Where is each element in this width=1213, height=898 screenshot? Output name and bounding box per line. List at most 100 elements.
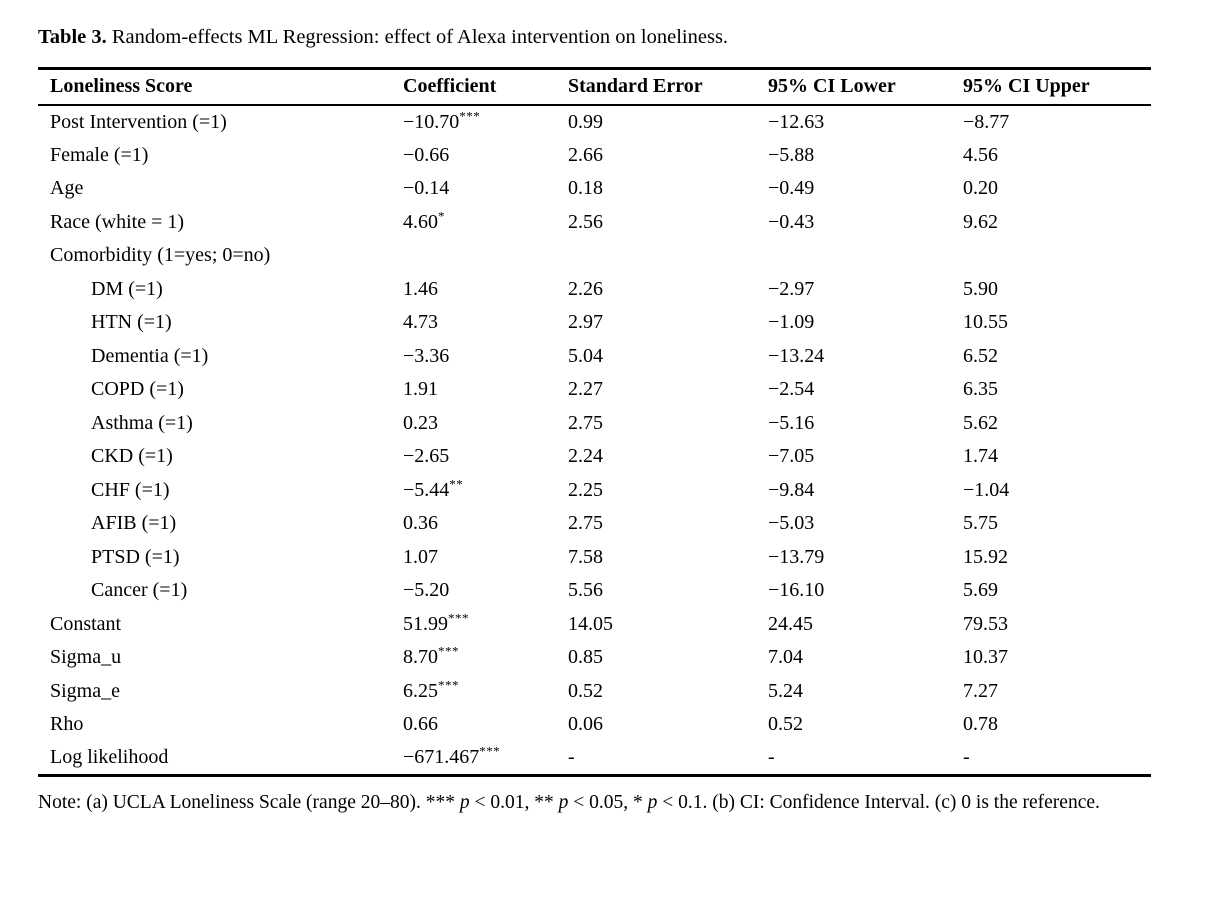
row-label-cell: Race (white = 1) (50, 210, 185, 233)
table-row: Asthma (=1) 0.23 2.75 −5.16 5.62 (38, 407, 1151, 441)
table-row: Race (white = 1) 4.60* 2.56 −0.43 9.62 (38, 206, 1151, 240)
ci-upper-cell: −8.77 (963, 110, 1010, 133)
table-row: AFIB (=1) 0.36 2.75 −5.03 5.75 (38, 507, 1151, 541)
regression-table: Loneliness Score Coefficient Standard Er… (38, 67, 1151, 777)
standard-error-cell: 5.56 (568, 579, 603, 602)
coefficient-cell: 1.07 (403, 545, 438, 568)
ci-lower-cell: −9.84 (768, 478, 815, 501)
row-label-cell: AFIB (=1) (91, 512, 177, 535)
table-row: Sigma_e 6.25*** 0.52 5.24 7.27 (38, 675, 1151, 709)
significance-stars: *** (459, 108, 481, 124)
table-row: Rho 0.66 0.06 0.52 0.78 (38, 708, 1151, 742)
table-row: COPD (=1) 1.91 2.27 −2.54 6.35 (38, 373, 1151, 407)
coefficient-cell: −0.14 (403, 177, 450, 200)
coefficient-cell (391, 239, 556, 273)
ci-upper-cell: - (963, 746, 970, 769)
ci-lower-cell: −13.24 (768, 344, 825, 367)
ci-lower-cell: −5.88 (768, 143, 815, 166)
coefficient-cell: 6.25*** (403, 677, 459, 702)
coefficient-cell: 4.73 (403, 311, 438, 334)
note-text: < 0.01, ** (469, 791, 559, 813)
row-label-cell: Cancer (=1) (91, 579, 188, 602)
row-label-cell: Sigma_u (50, 646, 122, 669)
ci-upper-cell: 5.69 (963, 579, 998, 602)
table-row: DM (=1) 1.46 2.26 −2.97 5.90 (38, 273, 1151, 307)
standard-error-cell (556, 239, 756, 273)
row-label-cell: HTN (=1) (91, 311, 172, 334)
coefficient-cell: −0.66 (403, 143, 450, 166)
header-loneliness-score: Loneliness Score (50, 75, 193, 98)
table-row: PTSD (=1) 1.07 7.58 −13.79 15.92 (38, 541, 1151, 575)
table-row: Post Intervention (=1) −10.70*** 0.99 −12.6… (38, 105, 1151, 139)
standard-error-cell: 2.75 (568, 512, 603, 535)
standard-error-cell: - (568, 746, 575, 769)
standard-error-cell: 2.75 (568, 411, 603, 434)
table-row: HTN (=1) 4.73 2.97 −1.09 10.55 (38, 306, 1151, 340)
coefficient-cell: −5.44** (403, 476, 464, 501)
table-row: CKD (=1) −2.65 2.24 −7.05 1.74 (38, 440, 1151, 474)
ci-lower-cell: −12.63 (768, 110, 825, 133)
coefficient-cell: −671.467*** (403, 743, 501, 769)
standard-error-cell: 14.05 (568, 612, 613, 635)
row-label-cell: Female (=1) (50, 143, 149, 166)
significance-stars: *** (448, 610, 469, 626)
coefficient-cell: −5.20 (403, 579, 450, 602)
table-row: CHF (=1) −5.44** 2.25 −9.84 −1.04 (38, 474, 1151, 508)
standard-error-cell: 2.27 (568, 378, 603, 401)
note-text: < 0.1. (b) CI: Confidence Interval. (c) … (657, 791, 1100, 813)
row-label-cell: DM (=1) (91, 277, 163, 300)
ci-lower-cell: −0.43 (768, 210, 815, 233)
standard-error-cell: 0.18 (568, 177, 603, 200)
coefficient-cell: −2.65 (403, 445, 450, 468)
ci-lower-cell: −5.16 (768, 411, 815, 434)
coefficient-cell: −3.36 (403, 344, 450, 367)
ci-lower-cell: −2.54 (768, 378, 815, 401)
ci-upper-cell: 10.37 (963, 646, 1008, 669)
coefficient-cell: 0.36 (403, 512, 438, 535)
table-row: Constant 51.99*** 14.05 24.45 79.53 (38, 608, 1151, 642)
table-row: Age −0.14 0.18 −0.49 0.20 (38, 172, 1151, 206)
header-ci-upper: 95% CI Upper (963, 75, 1090, 98)
standard-error-cell: 2.26 (568, 277, 603, 300)
standard-error-cell: 2.24 (568, 445, 603, 468)
standard-error-cell: 0.06 (568, 713, 603, 736)
significance-stars: *** (479, 743, 501, 759)
ci-upper-cell: 7.27 (963, 679, 998, 702)
table-row: Dementia (=1) −3.36 5.04 −13.24 6.52 (38, 340, 1151, 374)
ci-lower-cell: −13.79 (768, 545, 825, 568)
row-label-cell: Rho (50, 713, 84, 736)
table-body: Post Intervention (=1) −10.70*** 0.99 −12.6… (38, 105, 1151, 776)
ci-upper-cell: 5.62 (963, 411, 998, 434)
ci-lower-cell: 5.24 (768, 679, 803, 702)
row-label-cell: Constant (50, 612, 122, 635)
ci-lower-cell: −16.10 (768, 579, 825, 602)
standard-error-cell: 2.97 (568, 311, 603, 334)
table-note: Note: (a) UCLA Loneliness Scale (range 2… (38, 783, 1178, 824)
coefficient-cell: 0.66 (403, 713, 438, 736)
table-header-row: Loneliness Score Coefficient Standard Er… (38, 68, 1151, 105)
table-row: Log likelihood −671.467*** - - - (38, 742, 1151, 776)
table-row: Comorbidity (1=yes; 0=no) (38, 239, 1151, 273)
row-label-cell: Age (50, 177, 84, 200)
ci-lower-cell: 7.04 (768, 646, 803, 669)
standard-error-cell: 2.56 (568, 210, 603, 233)
note-p-symbol: p (558, 791, 569, 813)
note-text: Note: (a) UCLA Loneliness Scale (range 2… (38, 791, 460, 813)
ci-upper-cell: −1.04 (963, 478, 1010, 501)
ci-upper-cell: 5.90 (963, 277, 998, 300)
ci-upper-cell: 5.75 (963, 512, 998, 535)
significance-stars: ** (449, 476, 464, 492)
row-label-cell: Sigma_e (50, 679, 120, 702)
ci-lower-cell: 24.45 (768, 612, 813, 635)
ci-lower-cell (756, 239, 951, 273)
note-p-symbol: p (459, 791, 470, 813)
ci-upper-cell: 10.55 (963, 311, 1008, 334)
standard-error-cell: 5.04 (568, 344, 603, 367)
document-page: Table 3. Random-effects ML Regression: e… (38, 26, 1178, 824)
coefficient-cell: 0.23 (403, 411, 438, 434)
coefficient-cell: 1.46 (403, 277, 438, 300)
table-caption-text: Random-effects ML Regression: effect of … (106, 26, 729, 48)
note-text: < 0.05, * (568, 791, 648, 813)
coefficient-cell: 1.91 (403, 378, 438, 401)
table-row: Sigma_u 8.70*** 0.85 7.04 10.37 (38, 641, 1151, 675)
